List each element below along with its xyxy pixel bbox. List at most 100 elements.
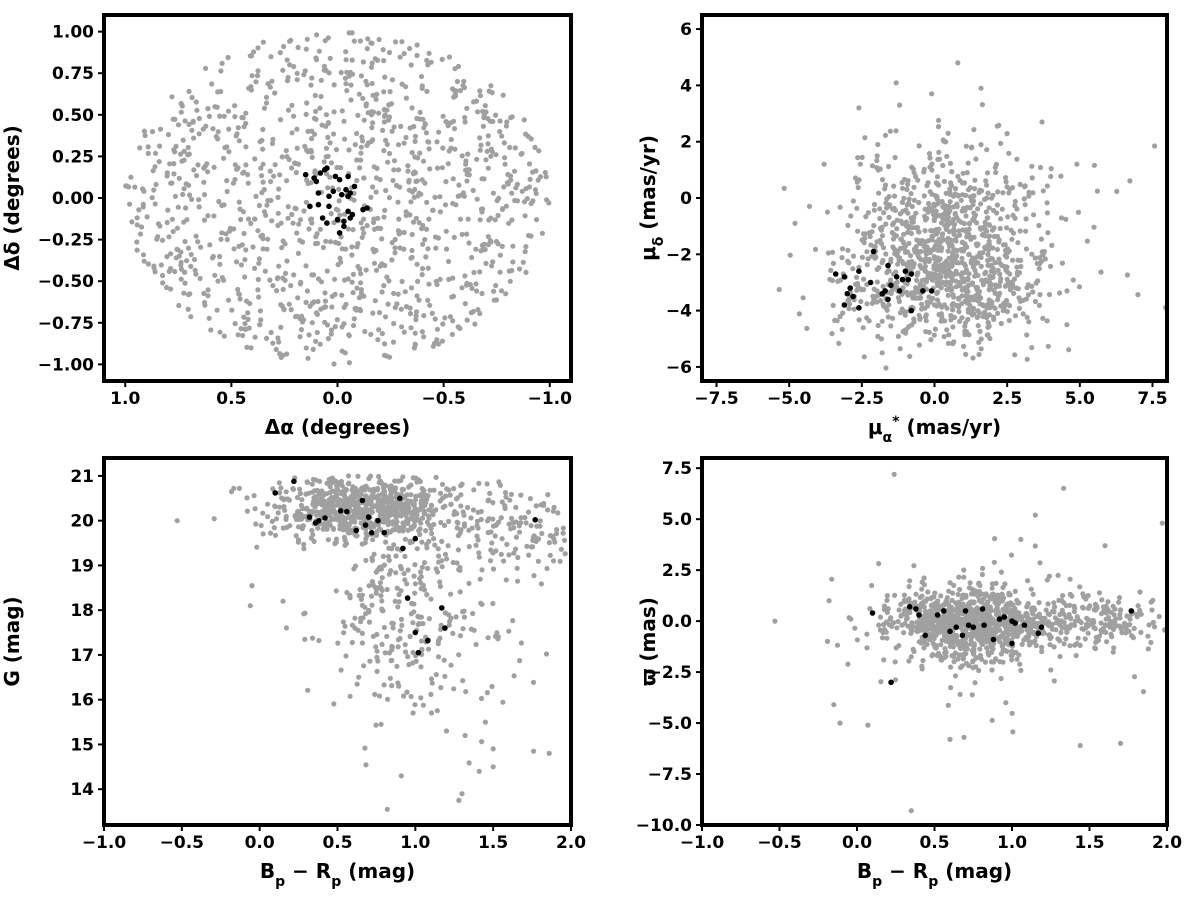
field-point [922, 228, 928, 234]
field-point [1070, 277, 1076, 283]
field-point [1063, 636, 1069, 642]
field-point [311, 299, 317, 305]
x-tick-label: 1.0 [400, 833, 430, 853]
field-point [260, 510, 266, 516]
field-point [368, 520, 374, 526]
field-point [465, 151, 471, 157]
field-point [1019, 641, 1025, 648]
field-point [855, 228, 861, 234]
field-point [466, 544, 472, 550]
field-point [977, 582, 983, 589]
field-point [298, 511, 304, 517]
field-point [1025, 633, 1031, 639]
field-point [961, 343, 967, 349]
field-point [490, 500, 496, 506]
field-point [477, 135, 483, 141]
field-point [911, 600, 917, 606]
x-tick-label: −5.0 [767, 389, 812, 409]
field-point [990, 314, 997, 320]
field-point [1074, 161, 1080, 167]
field-point [905, 249, 911, 255]
field-point [892, 154, 898, 161]
field-point [922, 217, 929, 223]
field-point [1072, 642, 1078, 648]
field-point [378, 721, 384, 727]
field-point [947, 736, 953, 743]
field-point [430, 207, 436, 213]
field-point [422, 511, 428, 517]
field-point [285, 215, 291, 221]
field-point [1059, 598, 1065, 604]
field-point [236, 291, 242, 297]
field-point [1008, 279, 1014, 285]
field-point [950, 644, 957, 650]
member-point [990, 636, 997, 643]
field-point [303, 345, 309, 351]
field-point [543, 174, 549, 180]
field-point [165, 207, 171, 213]
field-point [172, 268, 178, 275]
field-point [955, 591, 961, 598]
field-point [971, 210, 977, 216]
field-point [134, 215, 140, 221]
field-point [268, 179, 274, 185]
field-point [385, 159, 391, 165]
field-point [343, 57, 349, 63]
field-point [966, 298, 972, 304]
field-point [977, 250, 983, 256]
field-point [352, 615, 358, 621]
field-point [1033, 642, 1039, 649]
field-point [320, 244, 326, 251]
field-point [280, 275, 286, 281]
field-point [921, 193, 927, 199]
field-point [935, 297, 941, 303]
y-tick-label: 21 [70, 467, 94, 487]
field-point [484, 148, 490, 154]
field-point [408, 693, 414, 700]
field-point [1135, 292, 1141, 298]
field-point [448, 615, 454, 621]
field-point [379, 575, 385, 581]
field-point [210, 126, 216, 132]
field-point [222, 145, 228, 151]
field-point [998, 675, 1004, 682]
field-point [221, 333, 227, 339]
field-point [991, 270, 997, 276]
field-point [886, 163, 892, 170]
field-point [503, 494, 509, 500]
field-point [975, 323, 981, 329]
field-point [905, 623, 911, 629]
field-point [347, 693, 353, 699]
field-point [558, 546, 565, 552]
field-point [928, 208, 935, 214]
field-point [916, 199, 922, 206]
field-point [409, 105, 415, 111]
member-point [908, 271, 915, 277]
field-point [960, 642, 966, 648]
field-point [304, 288, 310, 294]
field-point [327, 239, 334, 245]
field-point [513, 534, 520, 540]
field-point [1049, 621, 1055, 628]
field-point [429, 310, 435, 316]
field-point [981, 231, 987, 237]
field-point [1054, 620, 1060, 626]
member-point [362, 522, 369, 528]
field-point [243, 120, 249, 126]
field-point [1030, 616, 1036, 622]
field-point [874, 153, 880, 159]
field-point [343, 49, 349, 55]
field-point [145, 150, 151, 156]
field-point [901, 630, 907, 636]
member-point [400, 545, 406, 552]
field-point [193, 173, 200, 179]
field-point [488, 239, 494, 245]
field-point [380, 47, 386, 53]
field-point [478, 516, 484, 523]
field-point [311, 488, 317, 494]
field-point [918, 265, 924, 271]
field-point [437, 276, 443, 282]
field-point [411, 194, 417, 200]
field-point [299, 497, 305, 503]
